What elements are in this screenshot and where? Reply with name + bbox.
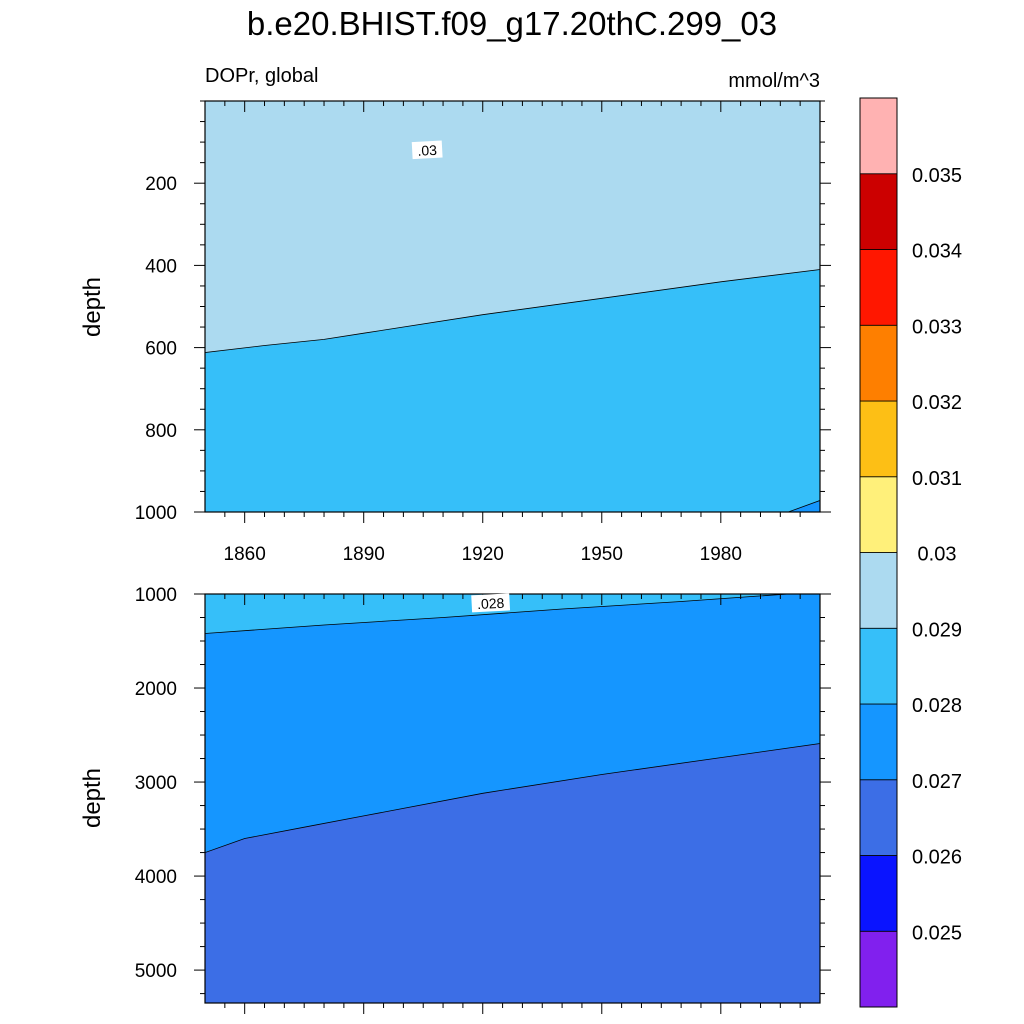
y-tick-label: 800 <box>145 421 177 442</box>
y-tick-label: 200 <box>145 174 177 195</box>
y-tick-label: 2000 <box>135 679 177 700</box>
colorbar-label: 0.026 <box>912 847 962 869</box>
colorbar-label: 0.031 <box>912 468 962 490</box>
colorbar-swatch <box>859 324 898 402</box>
colorbar: 0.025 0.026 0.027 0.028 0.029 0.03 0.031 0.032 0… <box>859 97 962 1008</box>
colorbar-swatch <box>859 779 898 856</box>
colorbar-swatch <box>859 97 898 175</box>
colorbar-label: 0.028 <box>912 695 962 717</box>
contour-label-box <box>471 593 511 613</box>
x-tick-label: 1950 <box>581 544 623 565</box>
colorbar-swatch <box>859 855 898 932</box>
left-string: DOPr, global <box>205 65 318 87</box>
colorbar-label: 0.032 <box>912 392 962 414</box>
x-tick-label: 1920 <box>462 544 504 565</box>
colorbar-swatch <box>859 400 898 478</box>
colorbar-label: 0.035 <box>912 165 962 187</box>
colorbar-swatch <box>859 552 898 629</box>
colorbar-swatch <box>859 627 898 705</box>
plot-frame <box>204 593 821 1004</box>
y-tick-label: 1000 <box>135 585 177 606</box>
contour-label: .03 <box>417 142 437 159</box>
colorbar-swatch <box>859 930 898 1008</box>
colorbar-label: 0.034 <box>912 241 962 263</box>
colorbar-label: 0.029 <box>912 619 962 641</box>
colorbar-swatch <box>859 173 898 250</box>
colorbar-label: 0.03 <box>918 544 957 566</box>
y-tick-label: 400 <box>145 256 177 277</box>
y-axis-label: depth <box>79 277 106 337</box>
lower-panel: 1000 2000 3000 4000 5000 depth .028 <box>79 585 831 1014</box>
colorbar-label: 0.025 <box>912 922 962 944</box>
y-tick-label: 3000 <box>135 773 177 794</box>
colorbar-frame <box>859 97 898 1008</box>
y-tick-label: 600 <box>145 339 177 360</box>
contour-label-box <box>411 140 443 160</box>
contour-label: .028 <box>477 595 505 612</box>
colorbar-swatch <box>859 703 898 781</box>
colorbar-label: 0.027 <box>912 771 962 793</box>
x-tick-label: 1860 <box>224 544 266 565</box>
contour-region <box>204 593 789 634</box>
colorbar-label: 0.033 <box>912 316 962 338</box>
y-axis-label: depth <box>79 768 106 828</box>
x-tick-label: 1890 <box>343 544 385 565</box>
upper-panel: 1860 1890 1920 1950 1980 200 400 600 800 1000 dept… <box>79 100 831 565</box>
x-tick-label: 1980 <box>700 544 742 565</box>
y-tick-label: 5000 <box>135 961 177 982</box>
y-tick-label: 4000 <box>135 867 177 888</box>
colorbar-swatch <box>859 476 898 553</box>
colorbar-swatch <box>859 249 898 326</box>
y-tick-label: 1000 <box>135 503 177 524</box>
units-label: mmol/m^3 <box>728 70 820 92</box>
chart-title: b.e20.BHIST.f09_g17.20thC.299_03 <box>247 5 777 42</box>
